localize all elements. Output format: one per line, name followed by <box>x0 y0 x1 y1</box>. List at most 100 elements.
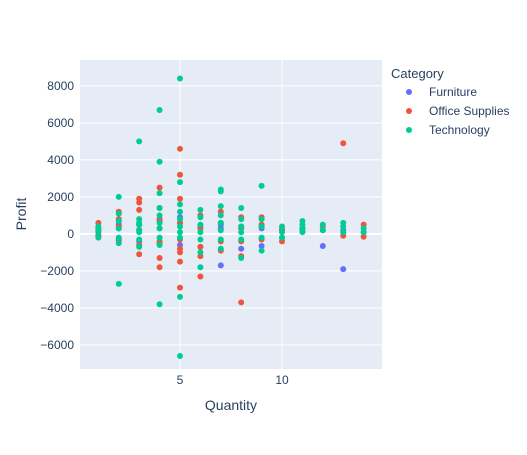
point-furniture[interactable] <box>340 266 347 273</box>
point-technology[interactable] <box>360 229 367 236</box>
point-technology[interactable] <box>115 234 122 241</box>
point-office-supplies[interactable] <box>176 195 183 202</box>
point-technology[interactable] <box>258 234 265 241</box>
point-office-supplies[interactable] <box>176 145 183 152</box>
point-technology[interactable] <box>176 229 183 236</box>
point-technology[interactable] <box>176 293 183 300</box>
point-furniture[interactable] <box>238 245 245 252</box>
point-furniture[interactable] <box>319 242 326 249</box>
point-technology[interactable] <box>176 201 183 208</box>
point-office-supplies[interactable] <box>156 264 163 271</box>
point-technology[interactable] <box>197 221 204 228</box>
point-technology[interactable] <box>197 236 204 243</box>
point-technology[interactable] <box>217 212 224 219</box>
point-technology[interactable] <box>238 229 245 236</box>
point-technology[interactable] <box>197 249 204 256</box>
point-office-supplies[interactable] <box>176 258 183 265</box>
point-office-supplies[interactable] <box>238 299 245 306</box>
point-office-supplies[interactable] <box>176 284 183 291</box>
point-technology[interactable] <box>156 242 163 249</box>
y-tick-label: 6000 <box>47 116 74 130</box>
point-technology[interactable] <box>319 221 326 228</box>
point-technology[interactable] <box>176 179 183 186</box>
point-technology[interactable] <box>136 229 143 236</box>
point-furniture[interactable] <box>217 262 224 269</box>
point-technology[interactable] <box>238 254 245 261</box>
point-technology[interactable] <box>95 226 102 233</box>
point-technology[interactable] <box>156 106 163 113</box>
point-office-supplies[interactable] <box>176 249 183 256</box>
point-technology[interactable] <box>176 234 183 241</box>
point-technology[interactable] <box>115 240 122 247</box>
point-office-supplies[interactable] <box>340 140 347 147</box>
point-technology[interactable] <box>176 75 183 82</box>
point-technology[interactable] <box>156 212 163 219</box>
point-technology[interactable] <box>217 236 224 243</box>
point-technology[interactable] <box>156 158 163 165</box>
point-technology[interactable] <box>176 353 183 360</box>
point-technology[interactable] <box>340 223 347 230</box>
point-technology[interactable] <box>258 216 265 223</box>
point-office-supplies[interactable] <box>156 254 163 261</box>
point-technology[interactable] <box>279 223 286 230</box>
y-tick-label: −6000 <box>40 338 74 352</box>
point-technology[interactable] <box>217 188 224 195</box>
point-technology[interactable] <box>197 229 204 236</box>
point-technology[interactable] <box>197 214 204 221</box>
y-tick-label: 4000 <box>47 153 74 167</box>
point-office-supplies[interactable] <box>136 199 143 206</box>
point-technology[interactable] <box>340 229 347 236</box>
point-office-supplies[interactable] <box>176 171 183 178</box>
point-technology[interactable] <box>258 223 265 230</box>
legend-item-technology[interactable]: Technology <box>406 123 490 137</box>
point-technology[interactable] <box>136 219 143 226</box>
point-office-supplies[interactable] <box>136 251 143 258</box>
point-technology[interactable] <box>258 182 265 189</box>
point-technology[interactable] <box>176 223 183 230</box>
point-office-supplies[interactable] <box>197 243 204 250</box>
point-office-supplies[interactable] <box>360 233 367 240</box>
point-technology[interactable] <box>115 210 122 217</box>
point-technology[interactable] <box>319 227 326 234</box>
point-technology[interactable] <box>136 236 143 243</box>
point-technology[interactable] <box>156 205 163 212</box>
point-furniture[interactable] <box>258 242 265 249</box>
point-technology[interactable] <box>238 223 245 230</box>
y-tick-label: −2000 <box>40 264 74 278</box>
point-technology[interactable] <box>115 217 122 224</box>
point-office-supplies[interactable] <box>156 184 163 191</box>
point-technology[interactable] <box>176 216 183 223</box>
legend-item-furniture[interactable]: Furniture <box>406 85 477 99</box>
point-technology[interactable] <box>238 205 245 212</box>
point-technology[interactable] <box>115 225 122 232</box>
point-office-supplies[interactable] <box>197 273 204 280</box>
point-technology[interactable] <box>95 234 102 241</box>
point-technology[interactable] <box>156 234 163 241</box>
point-technology[interactable] <box>217 245 224 252</box>
plot-background <box>80 60 382 369</box>
point-technology[interactable] <box>279 234 286 241</box>
point-technology[interactable] <box>258 247 265 254</box>
point-technology[interactable] <box>217 219 224 226</box>
point-technology[interactable] <box>279 229 286 236</box>
point-technology[interactable] <box>115 193 122 200</box>
point-technology[interactable] <box>176 208 183 215</box>
y-tick-label: −4000 <box>40 301 74 315</box>
point-technology[interactable] <box>299 229 306 236</box>
point-technology[interactable] <box>136 243 143 250</box>
point-technology[interactable] <box>217 203 224 210</box>
legend-label: Furniture <box>429 85 477 99</box>
point-technology[interactable] <box>238 236 245 243</box>
point-technology[interactable] <box>156 301 163 308</box>
point-technology[interactable] <box>156 225 163 232</box>
point-technology[interactable] <box>197 264 204 271</box>
point-technology[interactable] <box>136 138 143 145</box>
point-technology[interactable] <box>238 216 245 223</box>
point-technology[interactable] <box>197 206 204 213</box>
legend-item-office-supplies[interactable]: Office Supplies <box>406 104 510 118</box>
point-technology[interactable] <box>156 190 163 197</box>
point-technology[interactable] <box>217 227 224 234</box>
point-technology[interactable] <box>115 280 122 287</box>
point-office-supplies[interactable] <box>136 206 143 213</box>
point-technology[interactable] <box>156 219 163 226</box>
